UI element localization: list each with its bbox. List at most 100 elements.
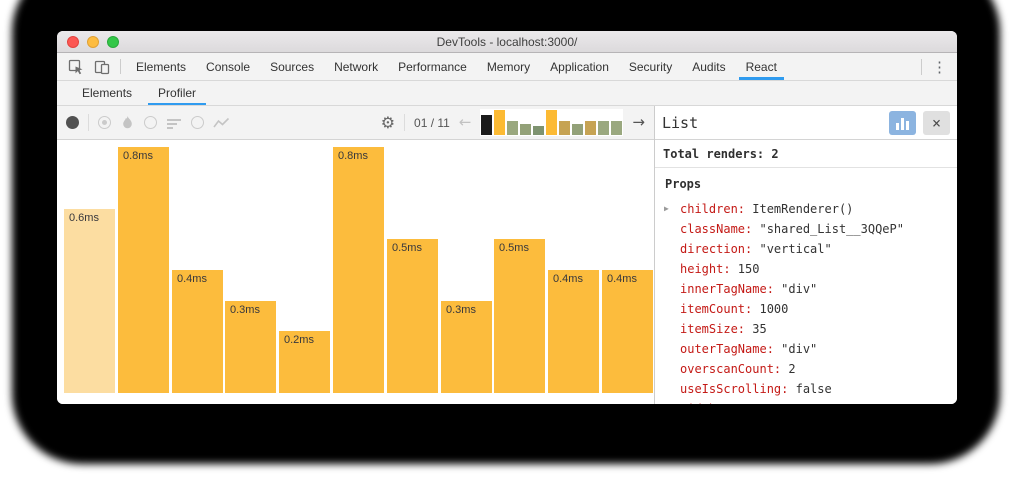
prop-row-itemCount: itemCount: 1000	[655, 299, 957, 319]
commit-bar-3[interactable]: 0.4ms	[172, 270, 223, 393]
close-panel-button[interactable]: ×	[923, 110, 950, 135]
snapshot-mini-bar-2[interactable]	[494, 110, 506, 135]
ranked-view-radio[interactable]	[144, 116, 157, 129]
props-section: Props ▶ children: ItemRenderer() className…	[655, 168, 957, 404]
tab-application[interactable]: Application	[550, 59, 609, 74]
profiler-pane: ⚙ 01 / 11 ← → 0.6ms 0.8ms 0.4ms 0.3ms 0.2ms 0…	[57, 106, 655, 404]
kebab-menu-icon: ⋮	[932, 58, 947, 76]
snapshot-mini-bar-1[interactable]	[481, 115, 493, 135]
snapshot-mini-bar-10[interactable]	[598, 121, 610, 135]
commit-bar-9[interactable]: 0.5ms	[494, 239, 545, 393]
prop-key: className:	[680, 222, 753, 236]
snapshot-mini-bar-6[interactable]	[546, 110, 558, 135]
main-tab-bar: Elements Console Sources Network Performance…	[57, 53, 957, 81]
react-devtools-tab-bar: Elements Profiler	[57, 81, 957, 106]
total-renders: Total renders: 2	[655, 140, 957, 168]
tab-elements[interactable]: Elements	[136, 59, 187, 74]
window-title: DevTools - localhost:3000/	[436, 34, 578, 49]
ranked-view-button[interactable]	[166, 116, 182, 130]
prop-key: itemSize:	[680, 322, 746, 336]
title-bar: DevTools - localhost:3000/	[57, 31, 957, 53]
snapshot-mini-bar-5[interactable]	[533, 126, 545, 135]
prop-row-outerTagName: outerTagName: "div"	[655, 339, 957, 359]
devtools-window: DevTools - localhost:3000/ Elements Conso…	[57, 31, 957, 404]
snapshot-mini-bar-4[interactable]	[520, 124, 532, 135]
previous-snapshot-button[interactable]: ←	[459, 115, 472, 130]
prop-row-innerTagName: innerTagName: "div"	[655, 279, 957, 299]
bar-duration-label: 0.4ms	[177, 273, 207, 285]
prop-value: 1000	[752, 302, 789, 316]
tab-console[interactable]: Console	[206, 59, 251, 74]
toolbar-divider	[120, 59, 121, 74]
prop-key: children:	[680, 202, 746, 216]
device-toolbar-icon	[94, 60, 110, 74]
commit-bar-4[interactable]: 0.3ms	[225, 301, 276, 393]
flamegraph-view-button[interactable]	[120, 115, 135, 131]
tab-sources[interactable]: Sources	[270, 59, 315, 74]
commit-bar-5[interactable]: 0.2ms	[279, 331, 330, 393]
prop-key: innerTagName:	[680, 282, 774, 296]
tab-react[interactable]: React	[736, 53, 787, 80]
tab-performance[interactable]: Performance	[398, 59, 467, 74]
toolbar-divider	[88, 114, 89, 131]
next-snapshot-button[interactable]: →	[632, 115, 645, 130]
flamegraph-chart: 0.6ms 0.8ms 0.4ms 0.3ms 0.2ms 0.8ms 0.5ms 0.3ms…	[57, 140, 654, 404]
commit-bar-7[interactable]: 0.5ms	[387, 239, 438, 393]
gear-icon: ⚙	[380, 112, 396, 132]
selected-component-name: List	[662, 113, 699, 132]
prop-row-overscanCount: overscanCount: 2	[655, 359, 957, 379]
toolbar-divider	[404, 114, 406, 131]
snapshot-counter: 01 / 11	[414, 115, 450, 130]
toggle-device-toolbar-button[interactable]	[89, 53, 115, 80]
tab-audits[interactable]: Audits	[692, 59, 726, 74]
bar-duration-label: 0.8ms	[338, 150, 368, 162]
record-button[interactable]	[66, 116, 79, 129]
prop-row-height: height: 150	[655, 259, 957, 279]
zoom-window-button[interactable]	[107, 36, 119, 48]
props-heading: Props	[665, 177, 702, 191]
snapshot-mini-bar-3[interactable]	[507, 121, 519, 135]
interactions-view-radio[interactable]	[191, 116, 204, 129]
minimize-window-button[interactable]	[87, 36, 99, 48]
subtab-elements[interactable]: Elements	[82, 86, 133, 100]
commit-bar-2[interactable]: 0.8ms	[118, 147, 169, 393]
commit-bar-10[interactable]: 0.4ms	[548, 270, 599, 393]
close-window-button[interactable]	[67, 36, 79, 48]
commit-bar-8[interactable]: 0.3ms	[441, 301, 492, 393]
subtab-profiler[interactable]: Profiler	[145, 81, 209, 105]
expand-triangle-icon[interactable]: ▶	[664, 204, 669, 213]
prop-value: "shared_List__3QQeP"	[752, 222, 904, 236]
bar-duration-label: 0.4ms	[607, 273, 637, 285]
snapshot-selector[interactable]	[480, 109, 624, 136]
tab-memory[interactable]: Memory	[486, 59, 531, 74]
menu-divider	[921, 58, 922, 75]
props-list: ▶ children: ItemRenderer() className: "sha…	[655, 199, 957, 404]
bar-duration-label: 0.4ms	[553, 273, 583, 285]
devtools-menu[interactable]: ⋮	[906, 53, 957, 80]
close-icon: ×	[931, 113, 942, 132]
snapshot-mini-bar-11[interactable]	[611, 121, 623, 135]
tab-network[interactable]: Network	[334, 59, 379, 74]
commit-bar-11[interactable]: 0.4ms	[602, 270, 653, 393]
render-chart-button[interactable]	[889, 110, 916, 135]
commit-bar-6[interactable]: 0.8ms	[333, 147, 384, 393]
tab-security[interactable]: Security	[628, 59, 673, 74]
inspect-element-button[interactable]	[63, 53, 89, 80]
prop-value: false	[788, 382, 832, 396]
prop-row-useIsScrolling: useIsScrolling: false	[655, 379, 957, 399]
snapshot-mini-bar-8[interactable]	[572, 124, 584, 135]
snapshot-mini-bar-9[interactable]	[585, 121, 597, 135]
panel-header: List ×	[655, 106, 957, 140]
profiler-settings-button[interactable]: ⚙	[380, 112, 396, 132]
prop-value: "div"	[773, 282, 818, 296]
inspect-icon	[68, 59, 83, 74]
snapshot-mini-bar-7[interactable]	[559, 121, 571, 135]
flamegraph-view-radio[interactable]	[98, 116, 111, 129]
bar-chart-icon	[896, 122, 899, 130]
bar-duration-label: 0.2ms	[284, 334, 314, 346]
ranked-chart-icon	[167, 118, 181, 129]
prop-row-width: width: 300	[655, 399, 957, 404]
interactions-view-button[interactable]	[213, 116, 230, 130]
prop-row-direction: direction: "vertical"	[655, 239, 957, 259]
commit-bar-1[interactable]: 0.6ms	[64, 209, 115, 393]
